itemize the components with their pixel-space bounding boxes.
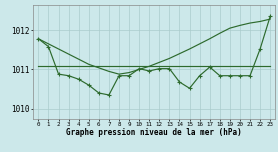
X-axis label: Graphe pression niveau de la mer (hPa): Graphe pression niveau de la mer (hPa) [66, 128, 242, 137]
